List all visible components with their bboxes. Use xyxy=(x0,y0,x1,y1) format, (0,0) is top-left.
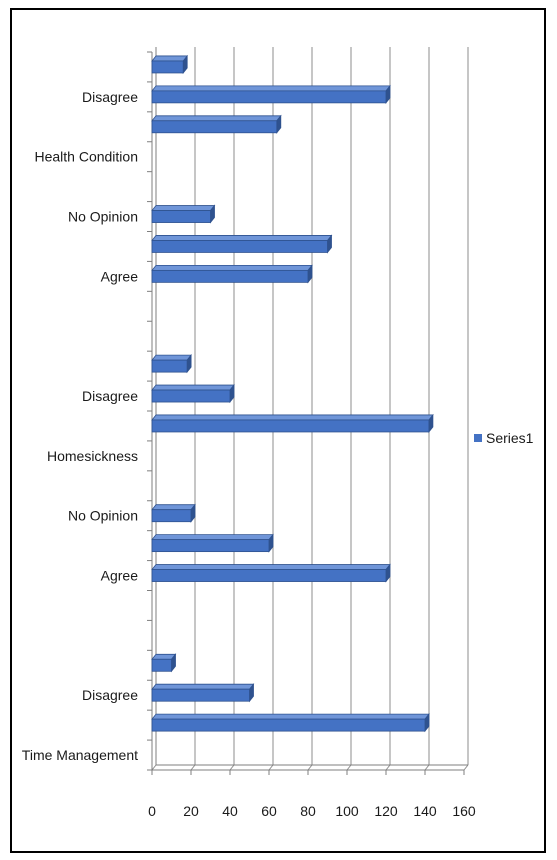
bar-front-21 xyxy=(151,120,278,134)
bar-front-6 xyxy=(151,569,387,582)
bar-front-1 xyxy=(151,718,426,732)
bar-12 xyxy=(151,383,235,404)
bar-top-13 xyxy=(151,354,192,361)
category-label-8: No Opinion xyxy=(68,508,138,524)
x-tick-label-0: 0 xyxy=(148,803,156,819)
bar-top-17 xyxy=(151,235,333,241)
bar-top-8 xyxy=(151,504,196,511)
bar-3 xyxy=(151,653,177,673)
category-label-6: Agree xyxy=(101,568,139,584)
bar-23 xyxy=(151,54,189,75)
category-label-10: Homesickness xyxy=(47,448,138,464)
floor-line-4 xyxy=(307,764,313,771)
bar-top-2 xyxy=(151,683,255,690)
category-label-2: Disagree xyxy=(82,687,138,703)
bar-1 xyxy=(151,712,430,733)
bar-6 xyxy=(151,563,391,583)
category-label-22: Disagree xyxy=(82,89,138,105)
bar-top-23 xyxy=(151,55,189,62)
bar-front-2 xyxy=(151,688,250,702)
bar-top-7 xyxy=(151,534,274,541)
legend-label-series1: Series1 xyxy=(486,430,534,446)
x-tick-label-1: 20 xyxy=(183,803,199,819)
bar-layer xyxy=(151,54,434,733)
bar-front-3 xyxy=(151,658,172,672)
x-tick-label-4: 80 xyxy=(300,803,316,819)
bar-top-22 xyxy=(151,85,391,92)
floor-line-6 xyxy=(385,764,391,771)
bar-top-21 xyxy=(151,115,282,122)
bar-2 xyxy=(151,683,255,703)
bar-top-18 xyxy=(151,205,216,211)
bar-top-11 xyxy=(151,414,434,421)
bar-front-18 xyxy=(151,210,211,223)
bar-13 xyxy=(151,353,192,374)
x-tick-label-2: 40 xyxy=(222,803,238,819)
bar-21 xyxy=(151,114,282,134)
category-label-12: Disagree xyxy=(82,388,138,404)
bar-front-11 xyxy=(151,419,430,433)
x-tick-label-6: 120 xyxy=(374,803,398,819)
bar-front-23 xyxy=(151,60,184,74)
floor-line-3 xyxy=(268,764,274,771)
bar-top-1 xyxy=(151,713,430,720)
floor-line-0 xyxy=(151,764,157,771)
x-tick-label-7: 140 xyxy=(413,803,437,819)
bar-front-12 xyxy=(151,389,231,403)
floor-line-7 xyxy=(424,764,430,771)
category-label-0: Time Management xyxy=(22,747,138,763)
floor-line-5 xyxy=(346,764,352,771)
bar-22 xyxy=(151,84,391,105)
bar-front-22 xyxy=(151,90,387,104)
category-label-16: Agree xyxy=(101,268,139,284)
legend-layer: Series1 xyxy=(474,430,534,446)
bar-front-17 xyxy=(151,240,328,253)
bar-top-12 xyxy=(151,384,235,391)
bar-front-7 xyxy=(151,539,270,553)
bar-17 xyxy=(151,234,333,254)
bar-16 xyxy=(151,264,313,284)
floor-line-2 xyxy=(229,764,235,771)
bar-11 xyxy=(151,413,434,434)
label-layer: 0 20 40 60 80 100 120 140 160 Time Management Disa… xyxy=(22,89,476,819)
bar-7 xyxy=(151,533,274,553)
bar-18 xyxy=(151,204,216,224)
floor-line-8 xyxy=(463,764,469,771)
axis-layer xyxy=(147,47,468,775)
bar-top-16 xyxy=(151,264,313,271)
x-tick-label-5: 100 xyxy=(335,803,359,819)
legend-swatch xyxy=(474,434,482,442)
bar-front-13 xyxy=(151,359,188,373)
bar-8 xyxy=(151,503,196,523)
bar-front-16 xyxy=(151,269,309,283)
x-tick-label-8: 160 xyxy=(452,803,476,819)
bar-top-6 xyxy=(151,564,391,570)
category-label-18: No Opinion xyxy=(68,209,138,225)
bar-front-8 xyxy=(151,509,192,523)
floor-line-1 xyxy=(190,764,196,771)
category-label-20: Health Condition xyxy=(34,149,138,165)
grid-layer xyxy=(151,47,469,771)
x-tick-label-3: 60 xyxy=(261,803,277,819)
